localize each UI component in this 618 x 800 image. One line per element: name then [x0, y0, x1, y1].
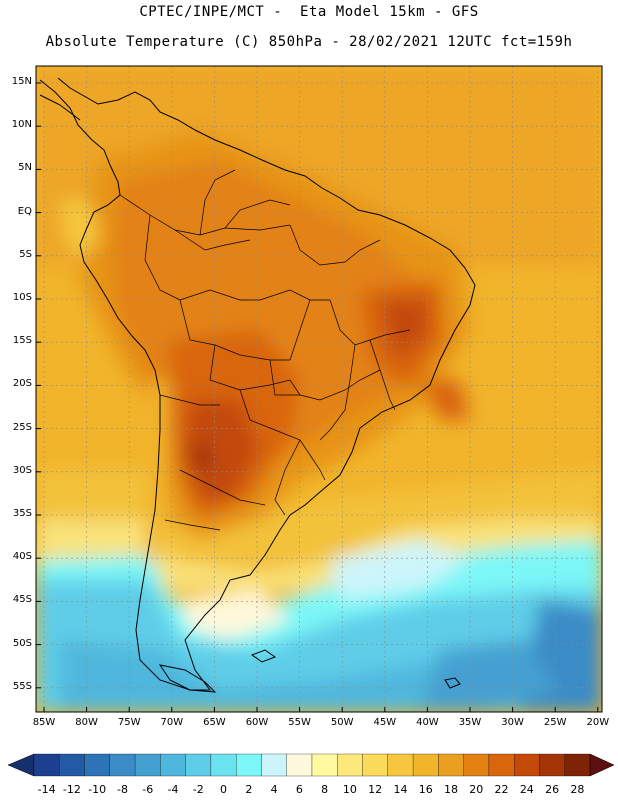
- colorbar-swatch: [438, 753, 464, 777]
- colorbar-swatch: [387, 753, 414, 777]
- lon-label: 35W: [458, 717, 482, 728]
- colorbar-swatch: [412, 753, 439, 777]
- colorbar-label: 4: [270, 783, 278, 796]
- lat-label: EQ: [17, 205, 32, 217]
- colorbar-under-arrow: [7, 753, 35, 777]
- lon-label: 30W: [501, 717, 524, 728]
- colorbar-label: -2: [192, 783, 204, 796]
- lat-label: 10N: [11, 119, 32, 131]
- lon-label: 55W: [288, 717, 311, 728]
- lat-label: 40S: [12, 551, 32, 563]
- coastline: [39, 77, 476, 693]
- colorbar-swatch: [185, 753, 212, 777]
- colorbar-label: -8: [116, 783, 128, 796]
- colorbar-label: -10: [88, 783, 107, 796]
- colorbar: [7, 753, 615, 777]
- colorbar-label: 28: [570, 783, 585, 796]
- lon-label: 60W: [245, 717, 269, 728]
- lat-label: 55S: [12, 680, 32, 692]
- lon-label: 25W: [543, 717, 567, 728]
- colorbar-swatch: [539, 753, 565, 777]
- country-borders: [119, 169, 411, 531]
- colorbar-swatch: [134, 753, 161, 777]
- axis-ticks: [36, 82, 599, 712]
- colorbar-swatch: [362, 753, 388, 777]
- colorbar-swatch: [463, 753, 490, 777]
- lon-label: 65W: [203, 717, 226, 728]
- lat-label: 15S: [12, 335, 32, 347]
- lat-label: 15N: [11, 76, 32, 87]
- colorbar-label: 16: [418, 783, 433, 796]
- colorbar-label: 2: [245, 783, 253, 796]
- lon-label: 40W: [416, 717, 439, 728]
- colorbar-label: -14: [37, 783, 56, 796]
- lon-label: 75W: [117, 717, 141, 728]
- colorbar-label: 24: [519, 783, 534, 796]
- colorbar-label: 18: [444, 783, 458, 796]
- colorbar-label: 22: [494, 783, 509, 796]
- lat-label: 35S: [12, 508, 32, 519]
- colorbar-swatch: [311, 753, 338, 777]
- lon-label: 50W: [330, 717, 354, 728]
- lat-label: 5S: [19, 248, 32, 260]
- lat-label: 10S: [12, 292, 32, 303]
- colorbar-label: 26: [545, 783, 560, 796]
- lon-label: 70W: [160, 717, 184, 728]
- lat-label: 50S: [12, 637, 32, 649]
- colorbar-label: -6: [142, 783, 154, 796]
- colorbar-label: 12: [368, 783, 383, 796]
- colorbar-swatch: [210, 753, 237, 777]
- colorbar-over-arrow: [589, 753, 615, 777]
- lon-label: 80W: [75, 717, 98, 728]
- colorbar-swatch: [33, 753, 60, 777]
- colorbar-label: 0: [220, 783, 228, 796]
- lat-label: 45S: [12, 594, 32, 606]
- graticule: [36, 66, 602, 712]
- colorbar-label: 20: [469, 783, 484, 796]
- lat-label: 25S: [12, 421, 32, 433]
- colorbar-swatch: [488, 753, 515, 777]
- lat-label: 5N: [18, 162, 32, 174]
- lon-label: 45W: [373, 717, 397, 728]
- colorbar-swatch: [286, 753, 313, 777]
- colorbar-swatch: [109, 753, 136, 777]
- colorbar-label: 10: [342, 783, 357, 796]
- colorbar-swatch: [59, 753, 85, 777]
- colorbar-swatch: [564, 753, 591, 777]
- colorbar-swatch: [514, 753, 540, 777]
- lon-label: 20W: [586, 717, 610, 728]
- colorbar-swatch: [160, 753, 186, 777]
- chart-subtitle: Absolute Temperature (C) 850hPa - 28/02/…: [45, 34, 573, 50]
- map-frame: [35, 65, 603, 713]
- colorbar-label: 6: [295, 783, 303, 796]
- colorbar-label: 8: [321, 783, 329, 796]
- lat-label: 20S: [12, 378, 32, 390]
- lat-label: 30S: [12, 464, 32, 476]
- chart-title: CPTEC/INPE/MCT - Eta Model 15km - GFS: [139, 4, 479, 20]
- colorbar-label: 14: [393, 783, 408, 796]
- colorbar-swatch: [261, 753, 287, 777]
- colorbar-label: -12: [62, 783, 81, 796]
- colorbar-label: -4: [167, 783, 179, 796]
- colorbar-swatch: [236, 753, 262, 777]
- colorbar-swatch: [337, 753, 363, 777]
- colorbar-swatch: [84, 753, 110, 777]
- lon-label: 85W: [32, 717, 56, 728]
